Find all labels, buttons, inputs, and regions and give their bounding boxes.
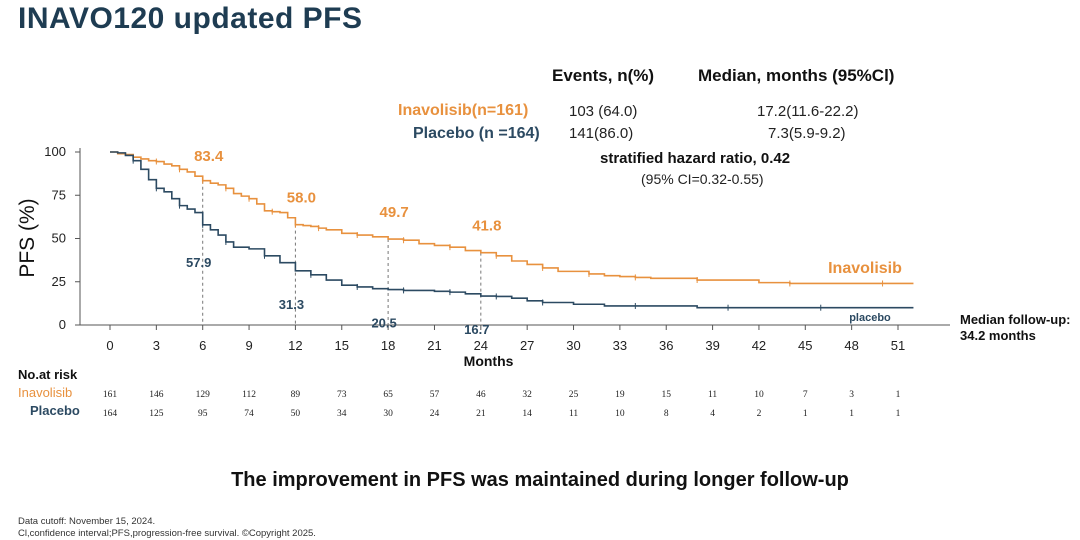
conclusion-text: The improvement in PFS was maintained du… [231, 469, 849, 491]
x-tick-label: 15 [335, 338, 349, 353]
placebo-series-label: placebo [849, 312, 891, 324]
inavolisib-risk-count: 73 [337, 390, 347, 400]
placebo-risk-count: 10 [615, 409, 625, 419]
inavolisib-risk-count: 161 [103, 390, 118, 400]
placebo-median: 7.3(5.9-9.2) [768, 125, 846, 142]
inavolisib-risk-count: 129 [196, 390, 211, 400]
x-tick-label: 18 [381, 338, 395, 353]
inavolisib-risk-count: 1 [896, 390, 901, 400]
y-tick-label: 75 [52, 187, 66, 202]
placebo-annotation-18: 20.5 [371, 316, 396, 331]
y-tick-label: 50 [52, 231, 66, 246]
placebo-risk-count: 14 [522, 409, 532, 419]
inavolisib-risk-count: 15 [661, 390, 671, 400]
hazard-ratio-ci: (95% CI=0.32-0.55) [641, 171, 764, 187]
footnote-abbreviations: Cl,confidence interval;PFS,progression-f… [18, 528, 316, 539]
x-tick-label: 36 [659, 338, 673, 353]
x-tick-label: 33 [613, 338, 627, 353]
events-column-header: Events, n(%) [552, 66, 655, 85]
y-axis-label: PFS (%) [16, 198, 39, 277]
placebo-risk-count: 11 [569, 409, 578, 419]
x-tick-label: 6 [199, 338, 206, 353]
placebo-annotation-12: 31.3 [279, 297, 304, 312]
inavolisib-risk-count: 32 [522, 390, 532, 400]
x-tick-label: 3 [153, 338, 160, 353]
placebo-risk-count: 95 [198, 409, 208, 419]
placebo-risk-count: 4 [710, 409, 715, 419]
x-tick-label: 42 [752, 338, 766, 353]
footnote-cutoff: Data cutoff: November 15, 2024. [18, 516, 156, 527]
placebo-row-label: Placebo (n =164) [413, 125, 540, 142]
placebo-risk-count: 125 [149, 409, 164, 419]
placebo-annotation-6: 57.9 [186, 255, 211, 270]
risk-table-title: No.at risk [18, 367, 78, 382]
x-tick-label: 12 [288, 338, 302, 353]
inavolisib-annotation-18: 49.7 [380, 204, 409, 221]
inavolisib-annotation-6: 83.4 [194, 148, 224, 165]
inavolisib-events: 103 (64.0) [569, 103, 638, 120]
hazard-ratio: stratified hazard ratio, 0.42 [600, 150, 791, 167]
placebo-risk-count: 21 [476, 409, 486, 419]
x-tick-label: 0 [106, 338, 113, 353]
placebo-risk-count: 1 [849, 409, 854, 419]
inavolisib-risk-count: 112 [242, 390, 256, 400]
inavolisib-risk-count: 89 [291, 390, 301, 400]
x-tick-label: 48 [844, 338, 858, 353]
median-follow-up-label: Median follow-up: [960, 312, 1071, 327]
placebo-risk-count: 8 [664, 409, 669, 419]
placebo-risk-count: 2 [757, 409, 762, 419]
inavolisib-risk-count: 7 [803, 390, 808, 400]
inavolisib-risk-count: 65 [383, 390, 393, 400]
placebo-risk-count: 164 [103, 409, 118, 419]
inavolisib-median: 17.2(11.6-22.2) [757, 103, 859, 120]
x-tick-label: 27 [520, 338, 534, 353]
x-tick-label: 51 [891, 338, 905, 353]
page-title: INAVO120 updated PFS [18, 2, 363, 35]
placebo-events: 141(86.0) [569, 125, 634, 142]
placebo-risk-count: 1 [803, 409, 808, 419]
inavolisib-annotation-24: 41.8 [472, 218, 501, 235]
inavolisib-risk-count: 3 [849, 390, 854, 400]
median-column-header: Median, months (95%Cl) [698, 66, 895, 85]
x-tick-label: 9 [245, 338, 252, 353]
x-tick-label: 21 [427, 338, 441, 353]
placebo-risk-count: 74 [244, 409, 254, 419]
y-tick-label: 100 [44, 144, 66, 159]
inavolisib-risk-count: 46 [476, 390, 486, 400]
placebo-risk-count: 24 [430, 409, 440, 419]
median-follow-up-value: 34.2 months [960, 328, 1036, 343]
placebo-annotation-24: 16.7 [464, 322, 489, 337]
x-tick-label: 45 [798, 338, 812, 353]
placebo-curve [110, 151, 914, 309]
inavolisib-risk-count: 11 [708, 390, 717, 400]
x-tick-label: 24 [474, 338, 488, 353]
inavolisib-risk-count: 10 [754, 390, 764, 400]
inavolisib-risk-count: 57 [430, 390, 440, 400]
inavolisib-series-label: Inavolisib [828, 260, 902, 277]
placebo-risk-count: 30 [383, 409, 393, 419]
placebo-risk-count: 34 [337, 409, 347, 419]
inavolisib-curve [110, 151, 914, 285]
risk-label-placebo: Placebo [30, 403, 80, 418]
x-tick-label: 30 [566, 338, 580, 353]
x-axis-label: Months [464, 353, 514, 369]
inavolisib-annotation-12: 58.0 [287, 190, 316, 207]
placebo-risk-count: 1 [896, 409, 901, 419]
inavolisib-risk-count: 25 [569, 390, 579, 400]
inavolisib-row-label: Inavolisib(n=161) [398, 102, 529, 119]
inavolisib-risk-count: 19 [615, 390, 625, 400]
placebo-risk-count: 50 [291, 409, 301, 419]
x-tick-label: 39 [705, 338, 719, 353]
risk-label-inavolisib: Inavolisib [18, 385, 73, 400]
y-tick-label: 25 [52, 274, 66, 289]
y-tick-label: 0 [59, 317, 66, 332]
inavolisib-risk-count: 146 [149, 390, 164, 400]
